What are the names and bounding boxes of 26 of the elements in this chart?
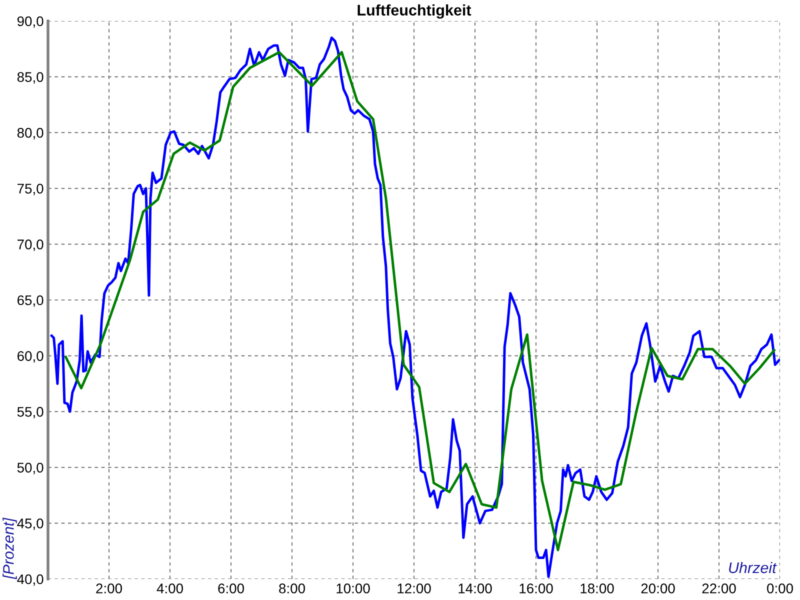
y-axis-title: [Prozent] (2, 518, 17, 580)
x-tick-label: 6:00 (218, 584, 244, 594)
y-tick-label: 45,0 (17, 518, 44, 530)
y-tick-label: 55,0 (17, 406, 44, 418)
x-tick-label: 8:00 (279, 584, 305, 594)
x-tick-label: 10:00 (336, 584, 370, 594)
x-tick-label: 16:00 (520, 584, 553, 594)
x-tick-label: 20:00 (641, 584, 675, 594)
y-tick-label: 70,0 (18, 240, 44, 252)
y-tick-label: 60,0 (18, 351, 44, 363)
y-tick-label: 90,0 (17, 16, 44, 28)
x-tick-label: 12:00 (398, 584, 431, 594)
y-tick-label: 80,0 (17, 128, 44, 140)
y-tick-label: 40,0 (17, 574, 44, 586)
y-tick-label: 65,0 (18, 295, 44, 307)
x-tick-label: 18:00 (580, 584, 614, 594)
x-tick-label: 0:00 (767, 584, 793, 594)
y-tick-label: 85,0 (17, 72, 44, 84)
x-tick-label: 2:00 (96, 584, 122, 594)
x-tick-label: 22:00 (702, 584, 736, 594)
y-tick-label: 50,0 (17, 462, 44, 474)
x-tick-label: 14:00 (458, 584, 492, 594)
x-tick-label: 4:00 (156, 584, 183, 594)
x-axis-title: Uhrzeit (729, 562, 777, 574)
chart-title: Luftfeuchtigkeit (358, 4, 472, 19)
y-tick-label: 75,0 (18, 184, 44, 196)
